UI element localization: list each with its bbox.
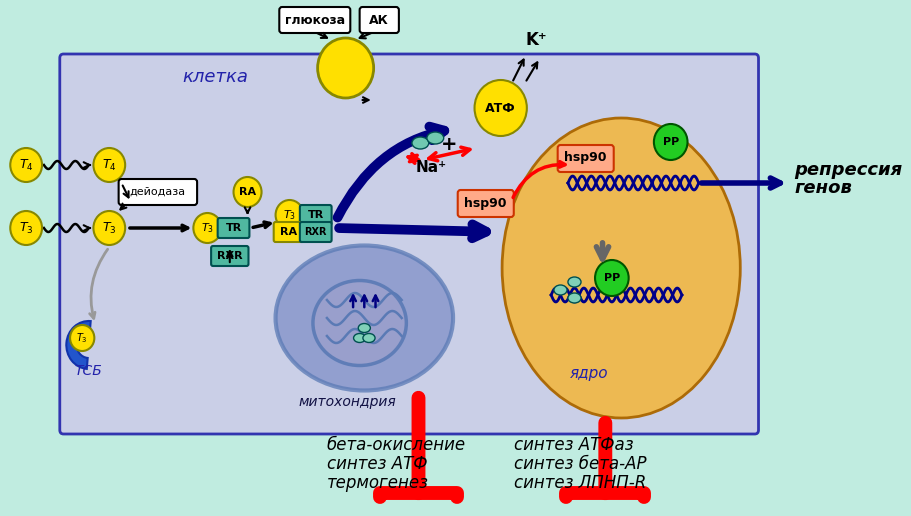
Circle shape (10, 148, 42, 182)
Text: генов: генов (793, 179, 851, 197)
Text: hsp90: hsp90 (564, 152, 607, 165)
Ellipse shape (426, 132, 444, 144)
Text: ТСБ: ТСБ (75, 364, 103, 378)
Text: бета-окисление: бета-окисление (326, 436, 466, 454)
FancyBboxPatch shape (210, 246, 248, 266)
Wedge shape (67, 321, 90, 369)
Text: АК: АК (369, 13, 389, 26)
Text: PP: PP (603, 273, 619, 283)
Ellipse shape (568, 277, 580, 287)
FancyBboxPatch shape (60, 54, 758, 434)
Text: $T_4$: $T_4$ (19, 157, 34, 172)
Ellipse shape (502, 118, 740, 418)
Ellipse shape (412, 137, 428, 149)
Text: $T_4$: $T_4$ (102, 157, 117, 172)
FancyBboxPatch shape (359, 7, 398, 33)
Circle shape (594, 260, 628, 296)
FancyBboxPatch shape (218, 218, 249, 238)
Text: АТФ: АТФ (485, 102, 516, 115)
Ellipse shape (553, 285, 567, 295)
Text: термогенез: термогенез (326, 474, 428, 492)
Circle shape (275, 200, 303, 230)
Text: RA: RA (239, 187, 256, 197)
FancyBboxPatch shape (279, 7, 350, 33)
Circle shape (93, 148, 125, 182)
Text: +: + (441, 136, 457, 154)
Text: репрессия: репрессия (793, 161, 901, 179)
Circle shape (317, 38, 374, 98)
Text: синтез бета-АР: синтез бета-АР (513, 455, 646, 473)
Text: $T_3$: $T_3$ (200, 221, 214, 235)
Circle shape (70, 325, 94, 351)
Ellipse shape (358, 324, 370, 332)
Text: K⁺: K⁺ (526, 31, 547, 49)
FancyBboxPatch shape (273, 222, 303, 242)
Text: митохондрия: митохондрия (299, 395, 396, 409)
Text: клетка: клетка (182, 68, 248, 86)
Text: hsp90: hsp90 (464, 197, 507, 209)
Text: RA: RA (280, 227, 297, 237)
Ellipse shape (353, 333, 365, 343)
Text: $T_3$: $T_3$ (102, 220, 117, 235)
Text: глюкоза: глюкоза (284, 13, 344, 26)
Text: PP: PP (662, 137, 678, 147)
FancyBboxPatch shape (300, 205, 332, 225)
Circle shape (474, 80, 527, 136)
FancyBboxPatch shape (118, 179, 197, 205)
Text: RXR: RXR (304, 227, 327, 237)
Text: TR: TR (225, 223, 241, 233)
Text: $T_3$: $T_3$ (19, 220, 34, 235)
Text: ядро: ядро (569, 366, 608, 381)
Circle shape (93, 211, 125, 245)
Ellipse shape (363, 333, 374, 343)
Circle shape (193, 213, 221, 243)
Circle shape (10, 211, 42, 245)
Circle shape (653, 124, 687, 160)
Ellipse shape (568, 293, 580, 303)
Ellipse shape (312, 281, 406, 365)
Circle shape (233, 177, 261, 207)
Text: дейодаза: дейодаза (129, 187, 186, 197)
FancyBboxPatch shape (457, 190, 513, 217)
Ellipse shape (275, 246, 453, 391)
Text: синтез АТФаз: синтез АТФаз (513, 436, 633, 454)
Text: RXR: RXR (217, 251, 242, 261)
Text: Na⁺: Na⁺ (415, 160, 446, 175)
FancyBboxPatch shape (557, 145, 613, 172)
Text: синтез ЛПНП-R: синтез ЛПНП-R (513, 474, 645, 492)
Text: TR: TR (307, 210, 323, 220)
Text: $T_3$: $T_3$ (282, 208, 296, 222)
Text: синтез АТФ: синтез АТФ (326, 455, 427, 473)
FancyBboxPatch shape (300, 222, 332, 242)
Text: $T_3$: $T_3$ (77, 331, 88, 345)
